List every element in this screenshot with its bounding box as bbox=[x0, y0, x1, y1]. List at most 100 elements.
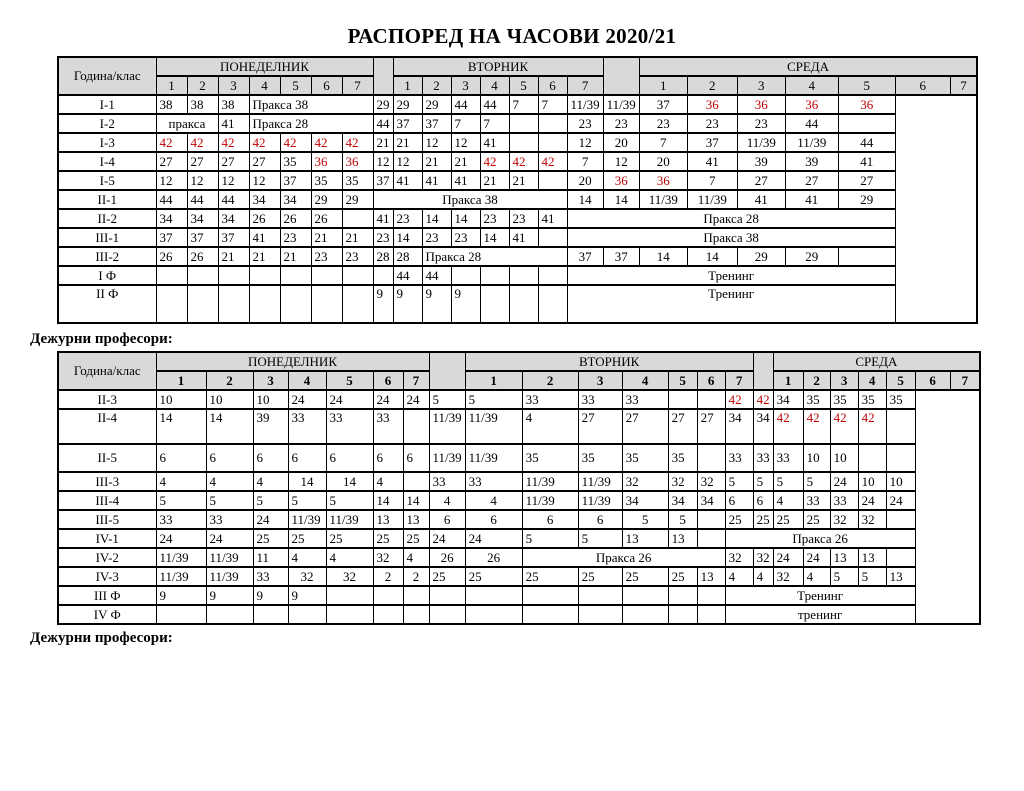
schedule-cell: 35 bbox=[857, 389, 887, 410]
schedule-cell: 32 bbox=[667, 471, 698, 492]
day-header: СРЕДА bbox=[638, 56, 978, 77]
schedule-cell: 34 bbox=[696, 490, 726, 511]
schedule-cell: 21 bbox=[421, 151, 452, 172]
schedule-cell: 7 bbox=[566, 151, 604, 172]
schedule-cell bbox=[885, 547, 916, 568]
table-row: I Ф 44 44 Тренинг bbox=[57, 265, 977, 286]
schedule-cell: 26 bbox=[310, 208, 343, 229]
schedule-cell: 33 bbox=[752, 443, 774, 473]
period-header: 3 bbox=[450, 75, 481, 96]
schedule-cell: 24 bbox=[464, 528, 523, 549]
schedule-cell bbox=[372, 604, 404, 625]
schedule-cell: Пракса 28 bbox=[566, 208, 896, 229]
period-header: 4 bbox=[479, 75, 510, 96]
schedule-cell: 23 bbox=[421, 227, 452, 248]
table-row: III-5 33 33 24 11/39 11/39 13 13 6 6 6 6 5 5 25 25 25 25 3… bbox=[57, 509, 980, 530]
schedule-cell: 33 bbox=[802, 490, 831, 511]
schedule-cell: 42 bbox=[508, 151, 539, 172]
schedule-cell: 14 bbox=[602, 189, 640, 210]
schedule-cell: 35 bbox=[885, 389, 916, 410]
day-spacer bbox=[372, 56, 394, 96]
table-row: I-2 пракса 41 Пракса 28 44 37 37 7 7 23 23 23 23 23 44 bbox=[57, 113, 977, 134]
period-header: 2 bbox=[521, 370, 579, 391]
schedule-cell: 42 bbox=[479, 151, 510, 172]
schedule-cell: 5 bbox=[802, 471, 831, 492]
schedule-cell: 14 bbox=[479, 227, 510, 248]
table-row: IV Ф тренинг bbox=[57, 604, 980, 625]
schedule-cell: 34 bbox=[772, 389, 804, 410]
schedule-cell: 5 bbox=[287, 490, 327, 511]
table-row: II-3 10 10 10 24 24 24 24 5 5 33 33 33 42 42 34 35 35 35 35 bbox=[57, 389, 980, 410]
schedule-cell bbox=[885, 509, 916, 530]
schedule-cell: 29 bbox=[784, 246, 839, 267]
schedule-cell: 35 bbox=[621, 443, 669, 473]
schedule-cell: 4 bbox=[802, 566, 831, 587]
schedule-cell bbox=[577, 604, 623, 625]
schedule-cell: 27 bbox=[736, 170, 786, 191]
schedule-cell: 33 bbox=[772, 443, 804, 473]
schedule-cell: 32 bbox=[857, 509, 887, 530]
schedule-cell bbox=[325, 604, 374, 625]
schedule-cell: 39 bbox=[252, 408, 289, 445]
schedule-cell: 24 bbox=[252, 509, 289, 530]
schedule-cell: 11/39 bbox=[287, 509, 327, 530]
table-row: III-1 37 37 37 41 23 21 21 23 14 23 23 14 41 Пракса 38 bbox=[57, 227, 977, 248]
schedule-cell: 14 bbox=[392, 227, 423, 248]
schedule-cell: 12 bbox=[248, 170, 281, 191]
schedule-cell: 42 bbox=[341, 132, 374, 153]
schedule-cell: 12 bbox=[186, 170, 219, 191]
schedule-cell: 32 bbox=[752, 547, 774, 568]
schedule-cell: 33 bbox=[287, 408, 327, 445]
schedule-cell bbox=[479, 284, 510, 324]
schedule-cell bbox=[537, 113, 568, 134]
schedule-cell: 6 bbox=[464, 509, 523, 530]
schedule-table: Година/клас ПОНЕДЕЛНИК ВТОРНИК СРЕДА 1 2 3 4 5 6 7… bbox=[57, 56, 979, 324]
period-header: 6 bbox=[372, 370, 404, 391]
schedule-cell: 37 bbox=[566, 246, 604, 267]
schedule-cell: 26 bbox=[464, 547, 523, 568]
schedule-cell: 33 bbox=[724, 443, 754, 473]
period-header: 6 bbox=[310, 75, 343, 96]
period-header: 5 bbox=[508, 75, 539, 96]
period-header: 1 bbox=[155, 370, 207, 391]
table-row: I-1 38 38 38 Пракса 38 29 29 29 44 44 7 7 11/39 11/39… bbox=[57, 94, 977, 115]
period-header: 2 bbox=[802, 370, 831, 391]
schedule-cell: 37 bbox=[372, 170, 394, 191]
schedule-cell: 21 bbox=[310, 227, 343, 248]
schedule-cell: 44 bbox=[784, 113, 839, 134]
schedule-cell: 9 bbox=[287, 585, 327, 606]
year-class-header: Година/клас bbox=[57, 56, 157, 96]
schedule-cell: 33 bbox=[521, 389, 579, 410]
schedule-cell: 13 bbox=[372, 509, 404, 530]
row-label: II-3 bbox=[57, 389, 157, 410]
schedule-cell: 37 bbox=[392, 113, 423, 134]
schedule-cell: 6 bbox=[724, 490, 754, 511]
schedule-cell: 9 bbox=[252, 585, 289, 606]
schedule-cell: 42 bbox=[724, 389, 754, 410]
schedule-cell: 24 bbox=[402, 389, 430, 410]
period-header: 7 bbox=[949, 75, 978, 96]
row-label: III-3 bbox=[57, 471, 157, 492]
schedule-cell: 24 bbox=[772, 547, 804, 568]
schedule-cell: 29 bbox=[392, 94, 423, 115]
table-row: III-2 26 26 21 21 21 23 23 28 28 Пракса 28 37 37 14 14… bbox=[57, 246, 977, 267]
schedule-cell bbox=[479, 265, 510, 286]
schedule-cell: 6 bbox=[205, 443, 254, 473]
schedule-cell: 7 bbox=[479, 113, 510, 134]
schedule-cell bbox=[837, 246, 896, 267]
schedule-cell: 25 bbox=[621, 566, 669, 587]
schedule-cell: 36 bbox=[837, 94, 896, 115]
schedule-cell: 11 bbox=[252, 547, 289, 568]
period-header: 2 bbox=[205, 370, 254, 391]
period-header: 3 bbox=[577, 370, 623, 391]
schedule-cell: 5 bbox=[155, 490, 207, 511]
schedule-cell: 41 bbox=[508, 227, 539, 248]
schedule-cell: 11/39 bbox=[736, 132, 786, 153]
period-header: 1 bbox=[638, 75, 688, 96]
schedule-cell bbox=[341, 284, 374, 324]
period-header: 2 bbox=[186, 75, 219, 96]
schedule-cell: 34 bbox=[667, 490, 698, 511]
schedule-cell: 5 bbox=[521, 528, 579, 549]
schedule-cell: 35 bbox=[829, 389, 859, 410]
schedule-cell: 44 bbox=[155, 189, 188, 210]
